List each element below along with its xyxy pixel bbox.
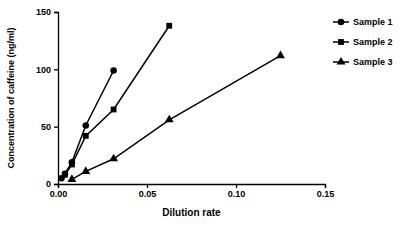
series-point <box>165 115 174 123</box>
x-tick-mark <box>147 184 148 188</box>
y-tick: 0 <box>46 179 58 189</box>
chart: 0.00 0.05 0.10 0.15 0 50 100 150 Dilution rate Co… <box>0 0 400 227</box>
y-tick-label: 150 <box>36 7 51 17</box>
x-tick: 0.15 <box>317 184 335 199</box>
legend-label: Sample 3 <box>353 57 393 67</box>
series-point <box>83 133 89 139</box>
x-tick: 0.10 <box>228 184 246 199</box>
y-tick-label: 0 <box>46 179 51 189</box>
x-tick-mark <box>325 184 326 188</box>
y-axis: 0 50 100 150 <box>36 7 59 189</box>
y-tick-mark <box>54 69 58 70</box>
legend-marker <box>338 19 345 26</box>
y-tick: 50 <box>41 122 58 132</box>
plot-area <box>58 23 285 182</box>
y-tick-mark <box>54 127 58 128</box>
x-tick-label: 0.10 <box>228 189 246 199</box>
series-point <box>67 174 76 182</box>
y-tick-mark <box>54 12 58 13</box>
x-axis-title: Dilution rate <box>162 207 221 218</box>
series-point <box>110 67 117 74</box>
y-tick-mark <box>54 184 58 185</box>
y-tick-label: 50 <box>41 122 51 132</box>
legend-marker <box>337 57 346 65</box>
legend-label: Sample 2 <box>353 37 393 47</box>
series-point <box>166 23 172 29</box>
series-line <box>72 56 281 180</box>
x-axis-line <box>59 185 326 189</box>
series-point <box>82 122 89 129</box>
x-tick: 0.05 <box>139 184 157 199</box>
x-tick-label: 0.00 <box>50 189 68 199</box>
x-tick-mark <box>236 184 237 188</box>
legend: Sample 1 Sample 2 Sample 3 <box>333 17 393 67</box>
series-line <box>65 26 169 175</box>
x-tick-label: 0.05 <box>139 189 157 199</box>
y-tick: 100 <box>36 65 58 75</box>
series-point <box>81 166 90 174</box>
x-axis: 0.00 0.05 0.10 0.15 <box>50 184 335 199</box>
series-point <box>109 154 118 162</box>
series-point <box>276 50 285 58</box>
series-point <box>111 107 117 113</box>
y-tick-label: 100 <box>36 65 51 75</box>
y-tick: 150 <box>36 7 58 17</box>
legend-marker <box>338 39 344 45</box>
x-tick: 0.00 <box>50 184 68 199</box>
legend-label: Sample 1 <box>353 17 393 27</box>
y-axis-title: Concentration of caffeine (ng/ml) <box>6 27 16 168</box>
series-point <box>69 162 75 168</box>
series-point <box>62 172 68 178</box>
y-axis-line <box>54 13 59 185</box>
x-tick-label: 0.15 <box>317 189 335 199</box>
